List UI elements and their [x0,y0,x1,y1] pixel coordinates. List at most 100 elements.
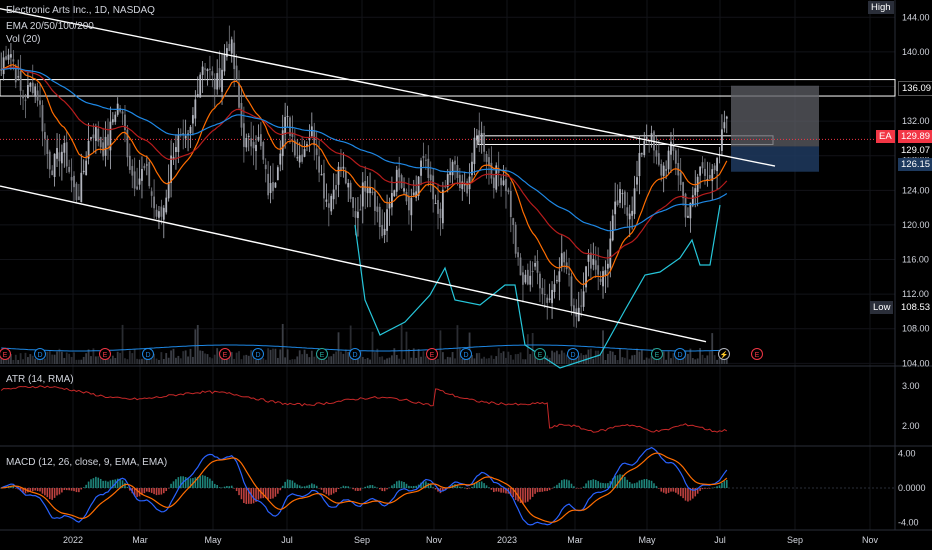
candle-body [437,200,439,214]
volume-bar [233,358,236,364]
candle-body [592,258,595,265]
candle-body [332,189,335,200]
candle-body [585,266,587,288]
volume-bar [262,358,265,364]
candle-body [10,54,12,58]
volume-bar [597,350,600,364]
volume-bar [718,357,721,364]
volume-bar [650,356,653,364]
volume-bar [204,353,206,364]
candle-body [192,115,194,124]
time-tick: Nov [862,535,879,545]
macd-histogram-bar [636,482,638,488]
volume-bar [439,330,442,364]
macd-histogram-bar [590,480,592,488]
macd-histogram-bar [211,480,214,488]
time-tick: May [204,535,222,545]
macd-histogram-bar [463,487,466,489]
macd-histogram-bar [408,485,410,488]
volume-bar [153,353,155,364]
volume-bar [662,351,665,364]
last-price-label: 129.89 [898,130,932,143]
volume-bar [424,356,427,364]
macd-histogram-bar [495,488,498,492]
volume-bar [444,359,447,364]
event-icon-letter: D [255,352,260,359]
candle-body [153,196,155,209]
volume-bar [395,354,398,364]
macd-histogram-bar [468,488,471,489]
volume-bar [116,351,119,364]
macd-histogram-bar [650,480,653,488]
volume-bar [199,350,202,364]
macd-histogram-bar [289,479,291,488]
macd-histogram-bar [361,487,364,489]
volume-bar [589,348,592,364]
high-level-label: 136.09 [898,81,932,96]
macd-histogram-bar [699,488,701,491]
high-badge: High [868,1,894,14]
candle-body [352,197,354,208]
candle-body [259,134,262,147]
macd-histogram-bar [485,485,488,488]
volume-bar [471,354,473,364]
candle-body [509,190,512,217]
candle-body [679,172,682,185]
volume-bar [388,357,391,364]
macd-histogram-bar [400,481,403,488]
macd-histogram-bar [129,488,131,491]
volume-bar [99,356,102,364]
volume-bar [558,354,561,364]
candle-body [478,130,481,143]
volume-bar [209,357,211,364]
zone-level-label: 126.15 [898,158,932,171]
earnings-dividend-icon [316,348,328,360]
volume-bar [563,352,566,364]
macd-histogram-bar [306,485,308,488]
macd-histogram-bar [386,488,388,490]
macd-histogram-bar [675,488,677,493]
time-tick: Sep [354,535,370,545]
macd-histogram-bar [551,488,553,489]
candle-body [293,140,296,156]
candle-body [68,166,71,172]
candle-body [111,119,114,123]
volume-bar [412,348,415,364]
volume-bar [97,356,100,364]
event-icons[interactable]: E D E D E D E D E D E D E D ⚡ E [0,348,763,360]
volume-bar [29,354,32,364]
macd-histogram-bar [31,488,34,492]
volume-bar [335,351,337,364]
candle-body [492,177,495,189]
macd-histogram-bar [648,480,650,488]
volume-bar [298,350,301,364]
candle-body [31,82,34,94]
volume-bar [383,359,386,364]
macd-histogram-bar [417,484,420,488]
volume-bar [410,357,413,364]
time-tick: Mar [132,535,148,545]
candle-body [495,165,498,190]
volume-bar [194,329,197,364]
volume-bar [165,353,168,364]
candle-body [687,215,689,218]
upper-channel-line [0,7,776,167]
macd-histogram-bar [148,488,151,493]
volume-bar [556,350,558,364]
candle-body [301,154,304,162]
volume-bar [315,355,318,364]
price-tick: 116.00 [902,255,929,265]
volume-bar [77,359,80,364]
volume-bar [665,359,668,364]
macd-histogram-bar [374,486,376,488]
candle-body [558,271,561,282]
volume-bar [255,359,257,364]
event-icon-letter: E [3,352,8,359]
macd-histogram-bar [429,484,432,488]
volume-bar [502,351,505,364]
macd-histogram-bar [141,488,143,495]
candle-body [708,175,711,179]
volume-bar [60,351,63,364]
candle-body [650,133,653,141]
price-tick: 108.00 [902,324,930,334]
